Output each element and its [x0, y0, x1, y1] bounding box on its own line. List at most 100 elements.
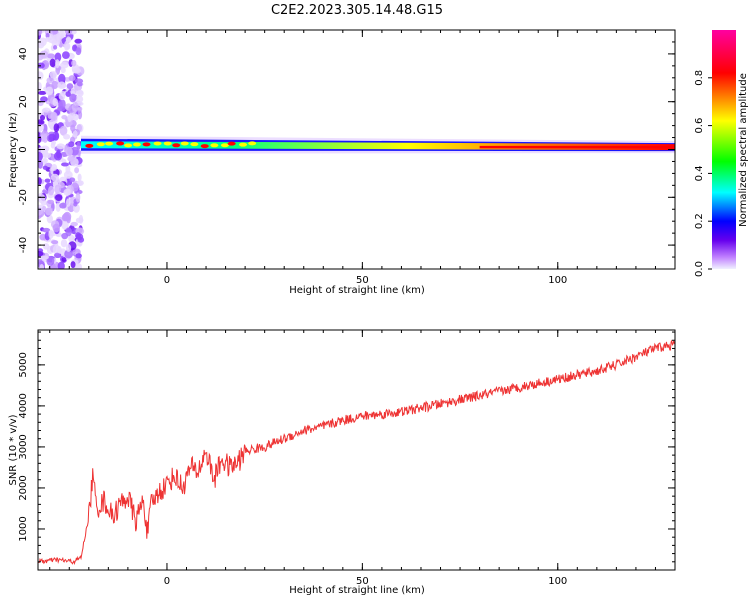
noise-cell	[51, 80, 59, 90]
noise-cell	[61, 162, 69, 167]
noise-cell	[44, 178, 51, 183]
noise-cell	[74, 38, 83, 44]
x-tick-label: 0	[164, 275, 170, 286]
noise-cell	[50, 173, 60, 182]
colorbar-tick-label: 0.0	[694, 261, 705, 277]
noise-cell	[38, 134, 42, 144]
colorbar-tick-label: 0.6	[694, 118, 705, 134]
band-hotspot	[239, 142, 248, 147]
noise-cell	[52, 98, 58, 107]
noise-cell	[59, 202, 67, 209]
noise-cell	[73, 201, 78, 207]
noise-cell	[55, 59, 60, 69]
noise-cell	[74, 262, 83, 269]
noise-cell	[39, 114, 46, 121]
noise-cell	[61, 220, 69, 230]
noise-cell	[51, 140, 56, 146]
noise-cell	[68, 75, 76, 82]
noise-cell	[72, 67, 82, 74]
noise-cell	[57, 246, 62, 254]
noise-cell	[70, 221, 78, 227]
noise-cell	[63, 170, 73, 180]
spectrogram-image	[38, 30, 675, 269]
noise-cell	[38, 151, 43, 161]
noise-cell	[77, 106, 83, 112]
noise-cell	[47, 199, 55, 205]
noise-cell	[46, 256, 55, 266]
band-hotspot	[200, 144, 209, 149]
y-tick-label: 1000	[18, 516, 29, 541]
noise-cell	[42, 243, 50, 250]
noise-cell	[57, 261, 65, 269]
noise-cell	[38, 62, 45, 69]
x-tick-label: 100	[548, 576, 567, 587]
noise-cell	[76, 141, 81, 150]
snr-frame	[37, 329, 676, 571]
noise-cell	[38, 159, 43, 169]
noise-cell	[38, 30, 43, 36]
noise-cell	[65, 43, 70, 50]
spectrogram-axes: 0 50 100 -40 -20 0 20 40	[18, 29, 676, 286]
band-hotspot	[163, 141, 172, 146]
snr-series-line	[38, 339, 675, 566]
snr-axes: 0 50 100 1000 2000 3000 4000 5000	[18, 330, 676, 587]
noise-cell	[38, 177, 42, 185]
noise-cell	[76, 81, 83, 87]
noise-cell	[39, 233, 47, 241]
noise-cell	[38, 119, 45, 125]
noise-cell	[42, 205, 47, 211]
noise-cell	[44, 36, 51, 42]
noise-cell	[49, 71, 58, 79]
noise-cell	[45, 207, 53, 216]
noise-cell	[74, 95, 84, 104]
noise-cell	[63, 133, 71, 140]
band-hotspot	[142, 142, 151, 147]
noise-cell	[75, 47, 82, 56]
band-hotspot	[153, 141, 162, 146]
noise-cell	[65, 146, 73, 157]
noise-cell	[38, 194, 46, 204]
colorbar-tick-label: 0.2	[694, 213, 705, 229]
x-tick-label: 0	[164, 576, 170, 587]
x-tick-label: 50	[356, 576, 369, 587]
colorbar-ticks: 0.0 0.2 0.4 0.6 0.8	[694, 70, 712, 277]
noise-cell	[65, 227, 72, 237]
band-hotspot	[180, 141, 189, 146]
noise-cell	[76, 90, 84, 95]
noise-cell	[69, 93, 77, 103]
band-hotspot	[124, 143, 133, 148]
noise-cell	[65, 244, 72, 252]
y-tick-label: 3000	[18, 434, 29, 459]
noise-cell	[72, 129, 78, 138]
noise-cell	[54, 194, 63, 202]
noise-cell	[52, 30, 58, 35]
y-tick-label: 20	[18, 95, 29, 108]
noise-cell	[38, 71, 44, 81]
noise-cell	[42, 227, 51, 233]
noise-cell	[42, 157, 48, 164]
band-hotspot	[96, 142, 105, 147]
noise-cell	[48, 133, 57, 142]
y-tick-label: 40	[18, 48, 29, 61]
y-tick-label: 4000	[18, 393, 29, 418]
colorbar-tick-label: 0.4	[694, 165, 705, 181]
y-tick-label: 0	[18, 146, 29, 152]
noise-cell	[40, 255, 49, 260]
noise-cell	[76, 180, 84, 187]
y-tick-label: -40	[18, 237, 29, 253]
noise-cell	[70, 124, 76, 132]
noise-cell	[67, 115, 75, 121]
y-tick-label: 2000	[18, 475, 29, 500]
noise-cell	[45, 32, 50, 39]
noise-cell	[42, 165, 48, 170]
noise-cell	[54, 252, 61, 258]
noise-cell	[65, 188, 71, 196]
noise-cell	[59, 125, 68, 136]
noise-cell	[77, 173, 82, 182]
noise-cell	[38, 250, 44, 257]
noise-cell	[38, 207, 43, 216]
noise-cell	[71, 59, 77, 67]
band-hotspot	[190, 142, 199, 147]
